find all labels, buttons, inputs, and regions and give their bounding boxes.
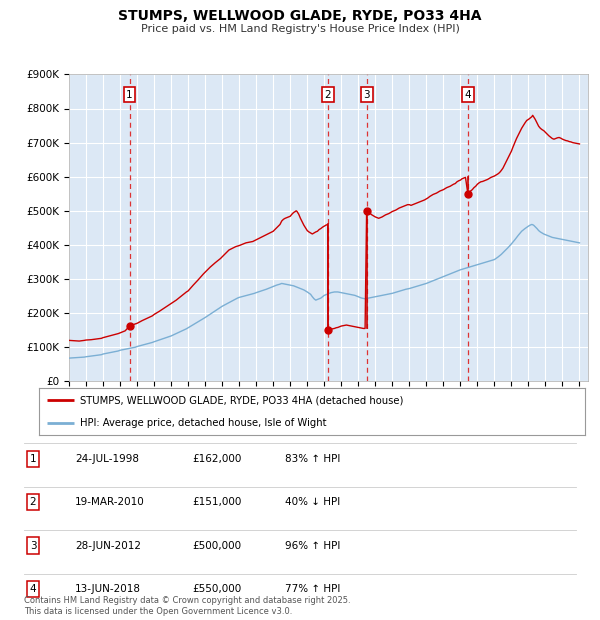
Text: 3: 3: [364, 90, 370, 100]
Text: 2: 2: [29, 497, 37, 507]
Text: 77% ↑ HPI: 77% ↑ HPI: [285, 584, 340, 594]
Text: Contains HM Land Registry data © Crown copyright and database right 2025.
This d: Contains HM Land Registry data © Crown c…: [24, 596, 350, 616]
Text: 83% ↑ HPI: 83% ↑ HPI: [285, 454, 340, 464]
Text: 1: 1: [29, 454, 37, 464]
Text: 4: 4: [29, 584, 37, 594]
Text: STUMPS, WELLWOOD GLADE, RYDE, PO33 4HA: STUMPS, WELLWOOD GLADE, RYDE, PO33 4HA: [118, 9, 482, 24]
Text: 28-JUN-2012: 28-JUN-2012: [75, 541, 141, 551]
Text: 96% ↑ HPI: 96% ↑ HPI: [285, 541, 340, 551]
Text: Price paid vs. HM Land Registry's House Price Index (HPI): Price paid vs. HM Land Registry's House …: [140, 24, 460, 33]
Text: 19-MAR-2010: 19-MAR-2010: [75, 497, 145, 507]
Text: HPI: Average price, detached house, Isle of Wight: HPI: Average price, detached house, Isle…: [80, 418, 326, 428]
Text: 1: 1: [126, 90, 133, 100]
Text: £500,000: £500,000: [192, 541, 241, 551]
Text: STUMPS, WELLWOOD GLADE, RYDE, PO33 4HA (detached house): STUMPS, WELLWOOD GLADE, RYDE, PO33 4HA (…: [80, 396, 403, 405]
Text: £162,000: £162,000: [192, 454, 241, 464]
Text: 4: 4: [464, 90, 471, 100]
Text: £550,000: £550,000: [192, 584, 241, 594]
Text: 24-JUL-1998: 24-JUL-1998: [75, 454, 139, 464]
Text: £151,000: £151,000: [192, 497, 241, 507]
Text: 2: 2: [325, 90, 331, 100]
Text: 3: 3: [29, 541, 37, 551]
Text: 40% ↓ HPI: 40% ↓ HPI: [285, 497, 340, 507]
Text: 13-JUN-2018: 13-JUN-2018: [75, 584, 141, 594]
